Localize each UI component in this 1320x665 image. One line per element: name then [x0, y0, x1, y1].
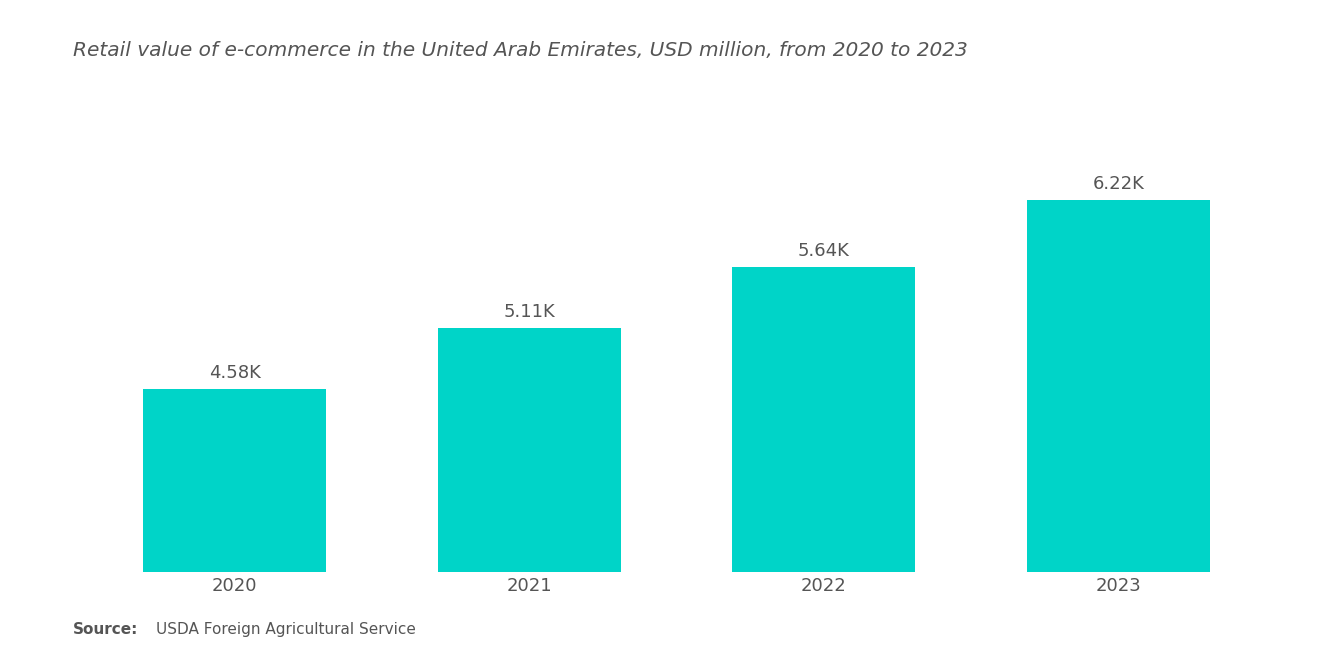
Text: USDA Foreign Agricultural Service: USDA Foreign Agricultural Service [156, 622, 416, 637]
Bar [733, 267, 915, 665]
Text: Source:: Source: [73, 622, 139, 637]
Bar [438, 328, 620, 665]
Bar [1027, 200, 1209, 665]
Text: 5.11K: 5.11K [503, 303, 556, 321]
Text: 4.58K: 4.58K [209, 364, 260, 382]
Text: 5.64K: 5.64K [797, 242, 850, 260]
Bar [144, 389, 326, 665]
Text: Retail value of e-commerce in the United Arab Emirates, USD million, from 2020 t: Retail value of e-commerce in the United… [73, 41, 968, 60]
Text: 6.22K: 6.22K [1093, 175, 1144, 193]
